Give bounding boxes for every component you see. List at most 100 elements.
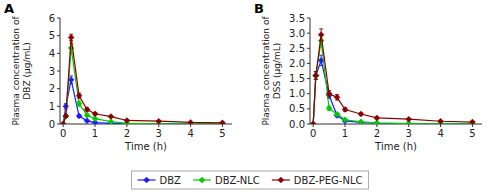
point [406,116,412,122]
y-tick [307,33,310,34]
point [334,111,340,117]
y-tick-label: 2 [49,83,55,94]
point [313,73,319,79]
y-tick-label: 2.5 [289,43,305,54]
x-tick-label: 0 [310,128,316,139]
panel-label: B [254,1,264,16]
legend: DBZ DBZ-NLC DBZ-PEG-NLC [132,171,369,189]
y-tick [307,108,310,109]
series-line [313,41,472,124]
y-tick-label: 0.0 [289,119,305,130]
point [358,119,364,124]
y-tick-label: 2.0 [289,58,305,69]
x-tick [313,124,314,127]
error-bar [314,72,318,80]
error-bar [69,34,73,40]
legend-item: DBZ [138,175,182,186]
y-tick-label: 1.5 [289,73,305,84]
point [334,94,340,100]
point [60,121,66,124]
x-tick-label: 2 [124,128,130,139]
error-bar [327,106,331,110]
y-tick [307,78,310,79]
plot-area [60,34,225,124]
x-tick-label: 5 [469,128,475,139]
point [92,111,98,117]
x-tick [63,124,64,127]
y-tick [57,124,60,125]
point [76,93,82,99]
y-tick-label: 3 [49,66,55,77]
point [374,115,380,121]
x-tick-label: 4 [187,128,193,139]
y-tick-label: 0 [49,119,55,130]
panel: 0.00.51.01.52.02.53.03.5012345Time (h)Pl… [254,1,482,152]
y-tick [307,63,310,64]
x-tick-label: 4 [437,128,443,139]
point [326,105,332,111]
series-line [63,48,222,124]
y-tick-label: 0.5 [289,103,305,114]
point [310,121,316,124]
point [313,73,319,79]
panel-label: A [4,1,14,16]
y-tick-label: 6 [49,13,55,24]
point [219,120,225,124]
y-tick-label: 1.0 [289,88,305,99]
point [84,118,90,124]
series [310,34,475,124]
error-bar [77,101,81,106]
series [310,29,475,124]
point [358,119,364,124]
point [84,112,90,118]
x-tick-label: 0 [60,128,66,139]
error-bar [77,93,81,98]
series [60,34,225,124]
error-bar [314,72,318,79]
x-tick [222,124,223,127]
y-tick [307,124,310,125]
x-tick-label: 3 [406,128,412,139]
point [76,101,82,107]
legend-item: DBZ-PEG-NLC [272,175,363,186]
point [342,117,348,123]
legend-item: DBZ-NLC [193,175,260,186]
point [63,113,69,119]
y-tick [307,18,310,19]
y-tick [57,88,60,89]
point [76,113,82,119]
y-tick-label: 3.0 [289,28,305,39]
x-tick [376,124,377,127]
chart: 0123456012345Time (h)Plasma concentratio… [0,0,500,196]
y-tick-label: 3.5 [289,13,305,24]
x-axis-label: Time (h) [124,141,167,152]
series [60,43,225,124]
legend-label: DBZ [160,175,182,186]
x-tick-label: 1 [92,128,98,139]
x-tick-label: 5 [219,128,225,139]
x-tick [345,124,346,127]
error-bar [319,29,323,41]
point [108,114,114,120]
background [0,0,500,196]
series-line [313,35,472,124]
point [68,34,74,40]
point [84,107,90,113]
x-tick [158,124,159,127]
y-tick-label: 5 [49,30,55,41]
point [156,118,162,124]
point [63,113,69,119]
y-axis-line [310,18,311,124]
point [188,119,194,124]
y-tick [57,71,60,72]
point [469,119,475,124]
y-tick-label: 1 [49,101,55,112]
y-tick-label: 4 [49,48,55,59]
x-axis-label: Time (h) [374,141,417,152]
y-tick [307,93,310,94]
error-bar [314,72,318,80]
legend-label: DBZ-PEG-NLC [294,175,363,186]
point [310,121,316,124]
point [60,121,66,124]
y-tick [307,48,310,49]
